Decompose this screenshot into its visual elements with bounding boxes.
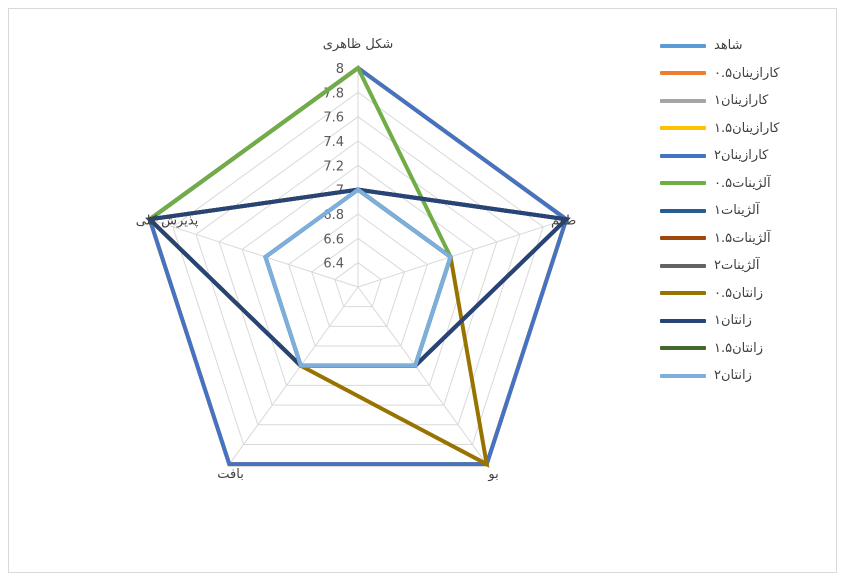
series-line (263, 187, 453, 368)
legend-item: شاهد (660, 32, 830, 60)
tick-label: 6.6 (323, 232, 344, 247)
spoke (149, 218, 359, 288)
grid-ring (218, 140, 498, 406)
grid-ring (195, 116, 521, 426)
legend-label: زانتان۲ (714, 368, 752, 384)
spoke (357, 218, 567, 288)
legend-label: کارازینان۲ (714, 148, 769, 164)
legend-swatch (660, 43, 706, 48)
legend-label: آلژینات۱ (714, 203, 760, 219)
legend-item: زانتان۲ (660, 362, 830, 390)
radar-tick-labels: 6.46.66.877.27.47.67.88 (323, 62, 344, 272)
legend-item: زانتان۱ (660, 307, 830, 335)
radar-spokes (149, 68, 567, 465)
legend-label: کارازینان۰.۵ (714, 65, 780, 81)
legend-label: آلژینات۲ (714, 258, 760, 274)
legend-item: کارازینان۱ (660, 87, 830, 115)
grid-ring (172, 91, 544, 445)
legend-item: زانتان۱.۵ (660, 335, 830, 363)
spoke (228, 286, 359, 465)
axis-label: پذیرش کلی (136, 213, 199, 228)
legend-item: زانتان۰.۵ (660, 280, 830, 308)
legend-item: آلژینات۲ (660, 252, 830, 280)
legend-swatch (660, 346, 706, 351)
legend-swatch (660, 208, 706, 213)
legend-item: کارازینان۱.۵ (660, 115, 830, 143)
legend-swatch (660, 318, 706, 323)
axis-label: طعم (551, 213, 576, 228)
spoke (357, 286, 488, 465)
legend-label: شاهد (714, 38, 743, 54)
tick-label: 8 (336, 62, 344, 77)
tick-label: 7.2 (323, 159, 344, 174)
legend-item: کارازینان۰.۵ (660, 60, 830, 88)
legend-label: زانتان۰.۵ (714, 285, 764, 301)
legend-label: آلژینات۱.۵ (714, 230, 771, 246)
legend-swatch (660, 181, 706, 186)
tick-label: 7.6 (323, 111, 344, 126)
legend-item: آلژینات۰.۵ (660, 170, 830, 198)
legend-label: زانتان۱.۵ (714, 340, 764, 356)
grid-ring (241, 164, 475, 386)
legend-swatch (660, 126, 706, 131)
legend-label: کارازینان۱.۵ (714, 120, 780, 136)
radar-series (145, 64, 571, 468)
legend-item: آلژینات۱.۵ (660, 225, 830, 253)
legend-swatch (660, 263, 706, 268)
axis-label: شکل ظاهری (323, 37, 394, 52)
legend-swatch (660, 98, 706, 103)
axis-label: بو (487, 467, 498, 482)
legend-item: آلژینات۱ (660, 197, 830, 225)
legend-label: آلژینات۰.۵ (714, 175, 771, 191)
tick-label: 7.4 (323, 135, 344, 150)
legend-swatch (660, 71, 706, 76)
grid-ring (287, 213, 429, 347)
legend-swatch (660, 291, 706, 296)
legend-swatch (660, 153, 706, 158)
axis-label: بافت (217, 467, 244, 482)
legend-swatch (660, 236, 706, 241)
radar-axis-labels: شکل ظاهری طعم بو بافت پذیرش کلی (136, 37, 577, 482)
tick-label: 6.4 (323, 257, 344, 272)
grid-ring (311, 237, 405, 327)
legend-label: کارازینان۱ (714, 93, 769, 109)
legend-label: زانتان۱ (714, 313, 752, 329)
legend: شاهد کارازینان۰.۵ کارازینان۱ کارازینان۱.۵ کا… (660, 32, 830, 390)
legend-swatch (660, 373, 706, 378)
grid-ring (334, 262, 382, 308)
legend-item: کارازینان۲ (660, 142, 830, 170)
